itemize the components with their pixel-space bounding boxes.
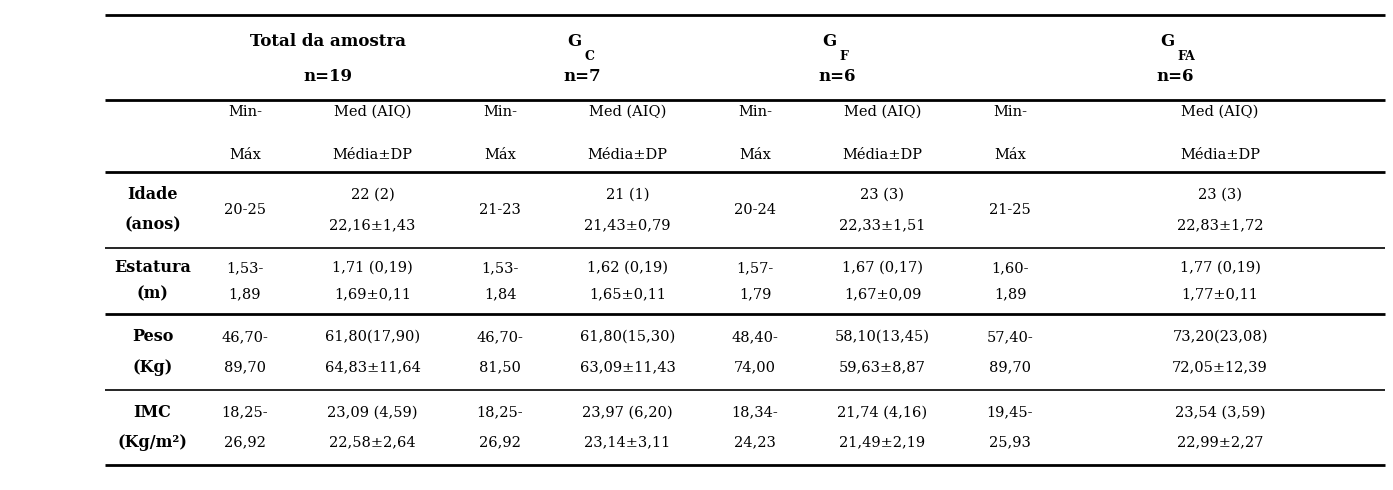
Text: 1,53-: 1,53- <box>226 261 263 275</box>
Text: 1,67 (0,17): 1,67 (0,17) <box>841 261 924 275</box>
Text: 22,16±1,43: 22,16±1,43 <box>329 218 415 232</box>
Text: 1,57-: 1,57- <box>737 261 773 275</box>
Text: 1,79: 1,79 <box>738 287 772 301</box>
Text: Média±DP: Média±DP <box>588 148 667 162</box>
Text: Estatura: Estatura <box>114 259 191 276</box>
Text: 64,83±11,64: 64,83±11,64 <box>325 360 421 374</box>
Text: 23,97 (6,20): 23,97 (6,20) <box>582 406 673 419</box>
Text: 61,80(15,30): 61,80(15,30) <box>579 330 676 344</box>
Text: n=19: n=19 <box>304 69 352 85</box>
Text: (Kg/m²): (Kg/m²) <box>117 434 188 451</box>
Text: Média±DP: Média±DP <box>1180 148 1261 162</box>
Text: 26,92: 26,92 <box>479 436 521 449</box>
Text: 73,20(23,08): 73,20(23,08) <box>1173 330 1268 344</box>
Text: 22,83±1,72: 22,83±1,72 <box>1177 218 1263 232</box>
Text: FA: FA <box>1177 50 1195 63</box>
Text: 22 (2): 22 (2) <box>351 188 394 202</box>
Text: Med (AIQ): Med (AIQ) <box>334 105 411 119</box>
Text: 23,14±3,11: 23,14±3,11 <box>585 436 670 449</box>
Text: Med (AIQ): Med (AIQ) <box>1181 105 1259 119</box>
Text: 23 (3): 23 (3) <box>861 188 904 202</box>
Text: 74,00: 74,00 <box>734 360 776 374</box>
Text: 21,49±2,19: 21,49±2,19 <box>840 436 925 449</box>
Text: Média±DP: Média±DP <box>843 148 922 162</box>
Text: 21-25: 21-25 <box>989 203 1031 217</box>
Text: Total da amostra: Total da amostra <box>249 33 405 50</box>
Text: Máx: Máx <box>740 148 770 162</box>
Text: 26,92: 26,92 <box>224 436 266 449</box>
Text: n=6: n=6 <box>1156 69 1194 85</box>
Text: 22,33±1,51: 22,33±1,51 <box>840 218 926 232</box>
Text: 1,71 (0,19): 1,71 (0,19) <box>332 261 412 275</box>
Text: Peso: Peso <box>132 328 173 345</box>
Text: 1,62 (0,19): 1,62 (0,19) <box>586 261 669 275</box>
Text: 23,54 (3,59): 23,54 (3,59) <box>1174 406 1265 419</box>
Text: 24,23: 24,23 <box>734 436 776 449</box>
Text: 61,80(17,90): 61,80(17,90) <box>325 330 421 344</box>
Text: 1,77±0,11: 1,77±0,11 <box>1181 287 1258 301</box>
Text: 21-23: 21-23 <box>479 203 521 217</box>
Text: F: F <box>840 50 848 63</box>
Text: 58,10(13,45): 58,10(13,45) <box>834 330 931 344</box>
Text: 81,50: 81,50 <box>479 360 521 374</box>
Text: Med (AIQ): Med (AIQ) <box>589 105 666 119</box>
Text: C: C <box>585 50 595 63</box>
Text: 22,99±2,27: 22,99±2,27 <box>1177 436 1263 449</box>
Text: 1,65±0,11: 1,65±0,11 <box>589 287 666 301</box>
Text: 1,89: 1,89 <box>993 287 1027 301</box>
Text: Média±DP: Média±DP <box>333 148 412 162</box>
Text: G: G <box>567 33 582 50</box>
Text: 21 (1): 21 (1) <box>606 188 649 202</box>
Text: Idade: Idade <box>127 186 178 203</box>
Text: Min-: Min- <box>228 105 262 119</box>
Text: Min-: Min- <box>738 105 772 119</box>
Text: 18,34-: 18,34- <box>731 406 779 419</box>
Text: IMC: IMC <box>134 404 171 421</box>
Text: 18,25-: 18,25- <box>221 406 269 419</box>
Text: 1,89: 1,89 <box>228 287 262 301</box>
Text: 57,40-: 57,40- <box>986 330 1034 344</box>
Text: 19,45-: 19,45- <box>986 406 1034 419</box>
Text: Máx: Máx <box>228 148 260 162</box>
Text: 48,40-: 48,40- <box>731 330 779 344</box>
Text: G: G <box>1160 33 1174 50</box>
Text: 20-24: 20-24 <box>734 203 776 217</box>
Text: (m): (m) <box>137 286 169 303</box>
Text: 1,84: 1,84 <box>483 287 517 301</box>
Text: Min-: Min- <box>483 105 517 119</box>
Text: Máx: Máx <box>995 148 1025 162</box>
Text: 1,69±0,11: 1,69±0,11 <box>334 287 411 301</box>
Text: 1,67±0,09: 1,67±0,09 <box>844 287 921 301</box>
Text: n=7: n=7 <box>564 69 602 85</box>
Text: 72,05±12,39: 72,05±12,39 <box>1172 360 1268 374</box>
Text: Min-: Min- <box>993 105 1027 119</box>
Text: 22,58±2,64: 22,58±2,64 <box>329 436 417 449</box>
Text: 21,43±0,79: 21,43±0,79 <box>584 218 671 232</box>
Text: n=6: n=6 <box>819 69 857 85</box>
Text: 23,09 (4,59): 23,09 (4,59) <box>327 406 418 419</box>
Text: 23 (3): 23 (3) <box>1198 188 1243 202</box>
Text: 18,25-: 18,25- <box>476 406 524 419</box>
Text: Med (AIQ): Med (AIQ) <box>844 105 921 119</box>
Text: 20-25: 20-25 <box>224 203 266 217</box>
Text: (anos): (anos) <box>124 217 181 234</box>
Text: 1,77 (0,19): 1,77 (0,19) <box>1180 261 1261 275</box>
Text: 46,70-: 46,70- <box>476 330 524 344</box>
Text: Máx: Máx <box>483 148 515 162</box>
Text: 1,53-: 1,53- <box>482 261 518 275</box>
Text: 21,74 (4,16): 21,74 (4,16) <box>837 406 928 419</box>
Text: 89,70: 89,70 <box>989 360 1031 374</box>
Text: 89,70: 89,70 <box>224 360 266 374</box>
Text: 63,09±11,43: 63,09±11,43 <box>579 360 676 374</box>
Text: (Kg): (Kg) <box>132 359 173 376</box>
Text: G: G <box>822 33 837 50</box>
Text: 46,70-: 46,70- <box>221 330 269 344</box>
Text: 1,60-: 1,60- <box>992 261 1029 275</box>
Text: 25,93: 25,93 <box>989 436 1031 449</box>
Text: 59,63±8,87: 59,63±8,87 <box>839 360 926 374</box>
